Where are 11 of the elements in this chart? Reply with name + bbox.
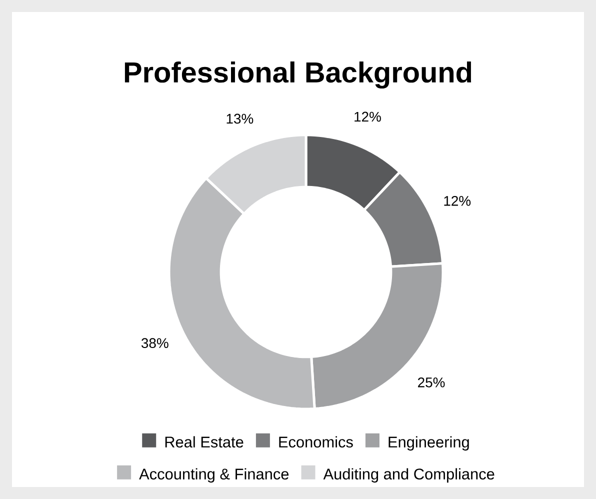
data-label: 25% [418,377,445,388]
chart-title: Professional Background [124,61,472,89]
legend-label: Economics [279,436,353,448]
legend-label: Auditing and Compliance [323,468,494,483]
legend-label: Accounting & Finance [139,468,289,483]
data-label: 12% [354,112,381,122]
data-label: 13% [226,114,254,124]
legend-label: Engineering [388,436,469,451]
data-label: 38% [141,338,168,348]
data-label: 12% [444,196,471,206]
legend-label: Real Estate [165,436,244,448]
